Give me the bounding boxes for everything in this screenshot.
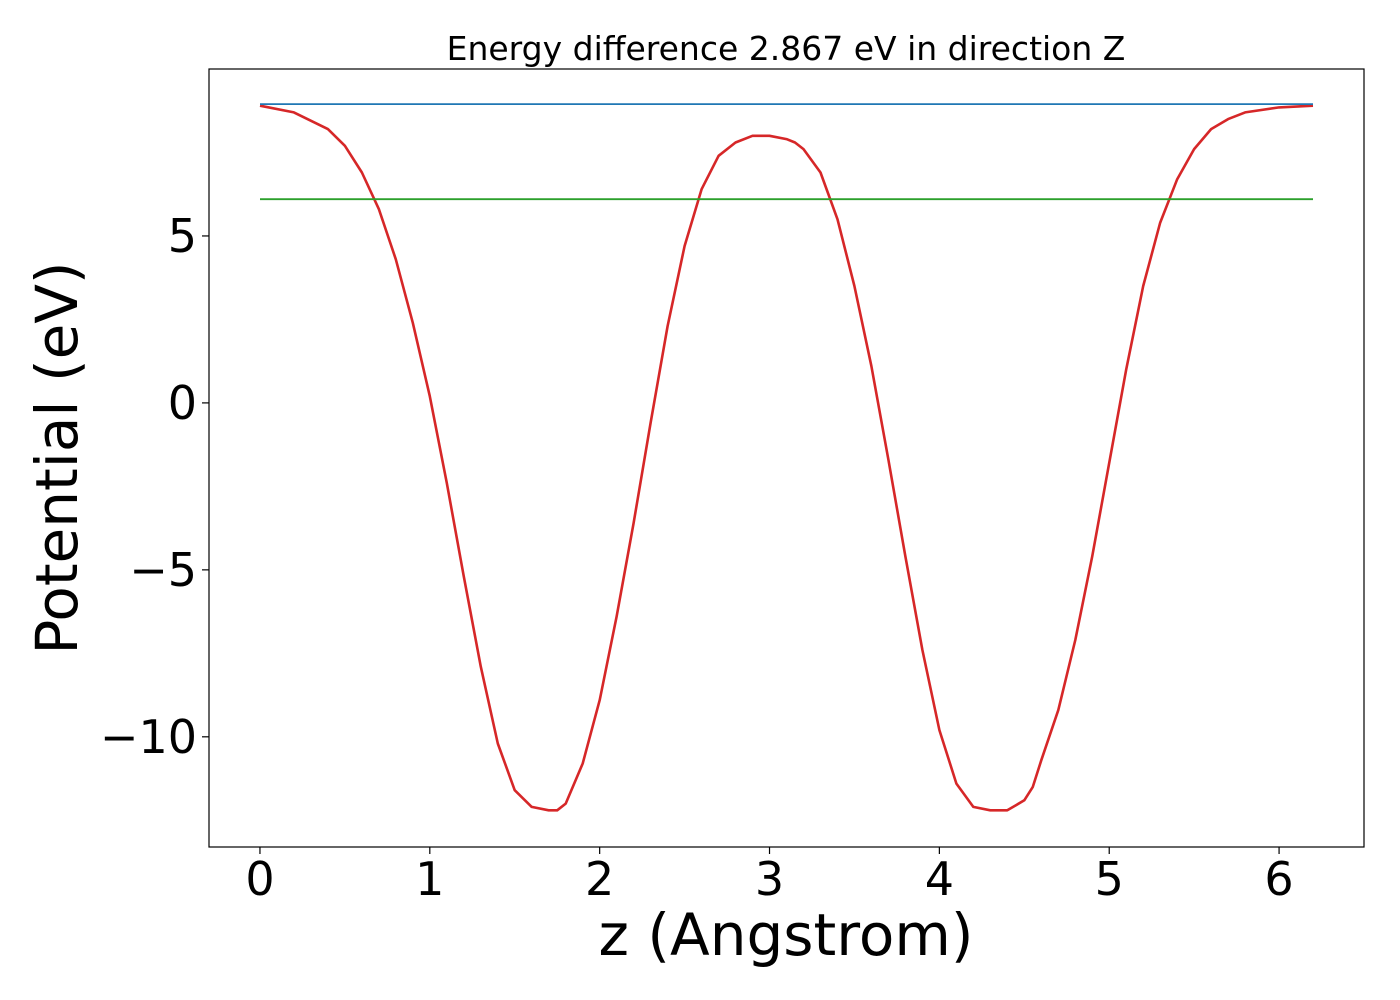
y-tick-label: 5 <box>168 209 197 263</box>
y-tick-label: −10 <box>100 710 197 764</box>
x-axis: 0 1 2 3 4 5 6 <box>245 847 1294 906</box>
y-axis: 5 0 −5 −10 <box>100 209 209 764</box>
x-tick-label: 6 <box>1264 852 1293 906</box>
axes-frame <box>208 68 1365 848</box>
y-axis-label: Potential (eV) <box>23 261 91 654</box>
x-tick-label: 0 <box>245 852 274 906</box>
plot-area <box>259 103 1314 812</box>
chart-title: Energy difference 2.867 eV in direction … <box>447 29 1126 68</box>
x-tick-label: 4 <box>925 852 954 906</box>
x-tick-label: 5 <box>1095 852 1124 906</box>
x-tick-label: 1 <box>415 852 444 906</box>
x-tick-label: 2 <box>585 852 614 906</box>
series-line-0 <box>259 104 1314 812</box>
y-tick-label: −5 <box>129 543 197 597</box>
x-tick-label: 3 <box>755 852 784 906</box>
x-axis-label: z (Angstrom) <box>599 901 974 969</box>
y-tick-label: 0 <box>168 376 197 430</box>
